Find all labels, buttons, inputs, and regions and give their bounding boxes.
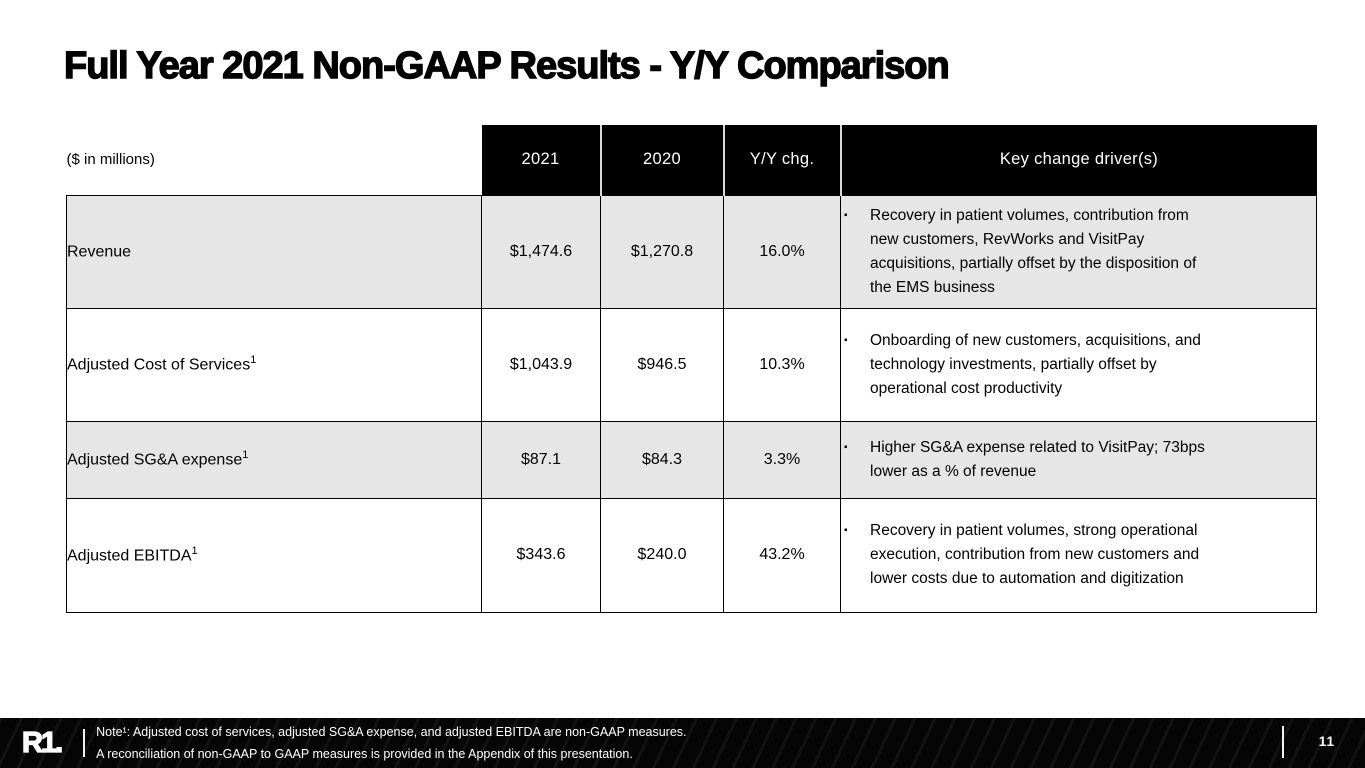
footnote-marker: 1 xyxy=(191,544,198,557)
row-label: Adjusted SG&A expense1 xyxy=(66,420,482,499)
table-row-adjusted-ebitda: Adjusted EBITDA1 $343.6 $240.0 43.2% ▪ R… xyxy=(66,497,1317,613)
key-driver-text: Recovery in patient volumes, contributio… xyxy=(870,206,1197,296)
footer-bar: R1. Note¹: Adjusted cost of services, ad… xyxy=(0,718,1365,768)
key-driver-text: Onboarding of new customers, acquisition… xyxy=(870,331,1201,397)
value-2021: $343.6 xyxy=(481,497,601,613)
row-label: Adjusted Cost of Services1 xyxy=(66,307,482,422)
column-header-key-drivers: Key change driver(s) xyxy=(839,125,1317,195)
page-number-divider xyxy=(1282,726,1284,758)
row-label-text: Adjusted EBITDA xyxy=(67,547,192,565)
value-2020: $240.0 xyxy=(600,497,724,613)
value-2021: $1,474.6 xyxy=(481,194,601,309)
value-2020: $1,270.8 xyxy=(600,194,724,309)
value-2021: $1,043.9 xyxy=(481,307,601,422)
table-row-revenue: Revenue $1,474.6 $1,270.8 16.0% ▪ Recove… xyxy=(66,194,1317,309)
row-label: Revenue xyxy=(66,194,482,309)
bullet-icon: ▪ xyxy=(844,209,848,221)
key-driver-text: Recovery in patient volumes, strong oper… xyxy=(870,522,1200,587)
footer-notes: Note¹: Adjusted cost of services, adjust… xyxy=(96,721,686,765)
bullet-icon: ▪ xyxy=(844,525,848,536)
value-2020: $946.5 xyxy=(600,307,724,422)
column-header-yy-chg: Y/Y chg. xyxy=(722,125,841,195)
key-driver-cell: ▪ Onboarding of new customers, acquisiti… xyxy=(840,307,1317,422)
table-header-row: ($ in millions) 2021 2020 Y/Y chg. Key c… xyxy=(66,125,1317,195)
value-yy-chg: 3.3% xyxy=(723,420,841,499)
footer-divider xyxy=(83,729,86,757)
key-driver-cell: ▪ Recovery in patient volumes, strong op… xyxy=(840,497,1317,613)
r1-logo: R1. xyxy=(21,726,63,759)
column-header-2020: 2020 xyxy=(599,125,724,195)
footnote-marker: 1 xyxy=(242,449,249,462)
bullet-icon: ▪ xyxy=(844,441,848,453)
row-label-text: Adjusted SG&A expense xyxy=(67,451,243,469)
table-row-adjusted-sga-expense: Adjusted SG&A expense1 $87.1 $84.3 3.3% … xyxy=(66,420,1317,499)
bullet-icon: ▪ xyxy=(844,334,848,346)
column-header-2021: 2021 xyxy=(481,125,601,195)
footnote-line-2: A reconciliation of non-GAAP to GAAP mea… xyxy=(96,747,633,761)
page-number: 11 xyxy=(1318,734,1335,749)
row-label-text: Revenue xyxy=(67,243,132,261)
value-2021: $87.1 xyxy=(481,420,601,499)
row-label-text: Adjusted Cost of Services xyxy=(67,356,251,374)
row-label: Adjusted EBITDA1 xyxy=(66,497,482,613)
table-row-adjusted-cost-of-services: Adjusted Cost of Services1 $1,043.9 $946… xyxy=(66,307,1317,422)
page-title: Full Year 2021 Non-GAAP Results - Y/Y Co… xyxy=(63,45,950,88)
key-driver-text: Higher SG&A expense related to VisitPay;… xyxy=(870,438,1205,480)
value-yy-chg: 16.0% xyxy=(723,194,841,309)
value-yy-chg: 10.3% xyxy=(723,307,841,422)
value-2020: $84.3 xyxy=(600,420,724,499)
units-label: ($ in millions) xyxy=(66,125,482,195)
value-yy-chg: 43.2% xyxy=(723,497,841,613)
footnote-marker: 1 xyxy=(250,354,257,367)
footnote-line-1: Note¹: Adjusted cost of services, adjust… xyxy=(96,725,687,739)
results-table: ($ in millions) 2021 2020 Y/Y chg. Key c… xyxy=(66,125,1317,613)
key-driver-cell: ▪ Higher SG&A expense related to VisitPa… xyxy=(840,420,1317,499)
key-driver-cell: ▪ Recovery in patient volumes, contribut… xyxy=(840,194,1317,309)
